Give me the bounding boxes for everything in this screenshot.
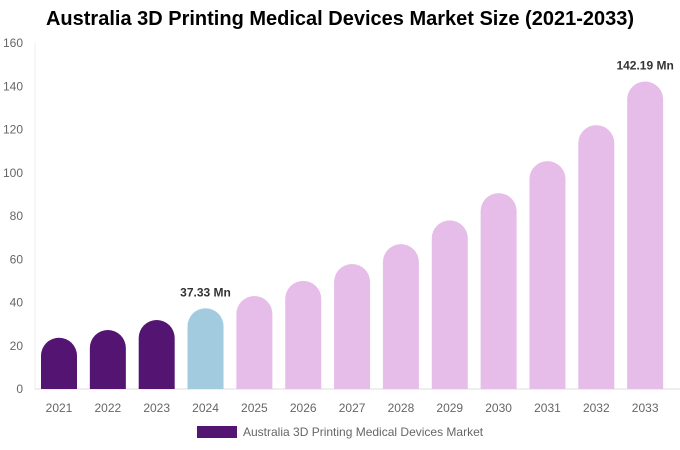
x-tick-label: 2026 — [290, 401, 317, 415]
chart-title: Australia 3D Printing Medical Devices Ma… — [45, 8, 635, 30]
y-tick-label: 120 — [3, 123, 23, 137]
y-tick-label: 40 — [10, 296, 24, 310]
x-tick-label: 2031 — [534, 401, 561, 415]
x-tick-label: 2022 — [94, 401, 121, 415]
x-tick-label: 2033 — [632, 401, 659, 415]
y-tick-label: 20 — [10, 339, 24, 353]
bar-2026 — [285, 280, 322, 389]
x-tick-label: 2023 — [143, 401, 170, 415]
x-tick-label: 2028 — [388, 401, 415, 415]
bar-2031 — [529, 161, 566, 389]
legend[interactable]: Australia 3D Printing Medical Devices Ma… — [197, 425, 483, 439]
x-tick-label: 2024 — [192, 401, 219, 415]
x-tick-label: 2032 — [583, 401, 610, 415]
x-tick-label: 2030 — [485, 401, 512, 415]
y-tick-label: 80 — [10, 209, 24, 223]
bar-2028 — [382, 244, 419, 389]
x-tick-label: 2021 — [46, 401, 73, 415]
legend-swatch — [197, 426, 237, 438]
data-label-2024: 37.33 Mn — [180, 285, 231, 299]
bar-2021 — [41, 337, 77, 389]
y-tick-label: 0 — [16, 382, 23, 396]
data-label-2033: 142.19 Mn — [616, 59, 673, 73]
bar-2023 — [138, 320, 175, 389]
bar-2032 — [578, 125, 615, 390]
bar-2029 — [431, 220, 468, 389]
bar-2030 — [480, 193, 517, 389]
bar-2027 — [334, 264, 371, 389]
y-tick-label: 140 — [3, 79, 23, 93]
x-tick-label: 2025 — [241, 401, 268, 415]
bar-2022 — [89, 329, 126, 389]
bar-2024 — [187, 308, 224, 389]
y-tick-label: 60 — [10, 252, 24, 266]
legend-label: Australia 3D Printing Medical Devices Ma… — [243, 425, 484, 439]
y-tick-label: 100 — [3, 166, 23, 180]
bar-2025 — [236, 296, 273, 389]
bar-2033 — [627, 81, 664, 389]
x-tick-label: 2027 — [339, 401, 366, 415]
x-tick-label: 2029 — [436, 401, 463, 415]
y-tick-label: 160 — [3, 36, 23, 50]
